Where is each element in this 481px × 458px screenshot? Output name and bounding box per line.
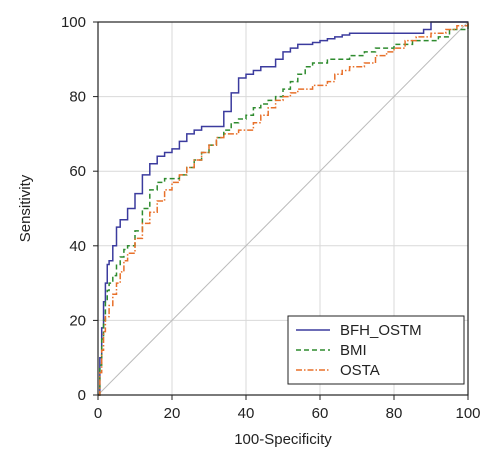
- y-tick-label: 40: [69, 238, 86, 255]
- grid: [98, 22, 468, 395]
- legend: BFH_OSTM BMI OSTA: [287, 315, 465, 385]
- y-tick-label: 80: [69, 89, 86, 106]
- x-tick-label: 20: [164, 405, 181, 422]
- x-tick-label: 40: [238, 405, 255, 422]
- x-axis-title: 100-Specificity: [234, 431, 332, 448]
- series-line-bfh-ostm: [98, 21, 468, 396]
- x-tick-label: 0: [94, 405, 102, 422]
- legend-label: BMI: [340, 342, 367, 359]
- legend-box: [287, 315, 465, 385]
- y-axis-ticks: 0 20 40 60 80 100: [61, 14, 98, 404]
- x-axis-ticks: 0 20 40 60 80 100: [94, 395, 481, 422]
- y-tick-label: 100: [61, 14, 86, 31]
- y-tick-label: 20: [69, 312, 86, 329]
- y-tick-label: 0: [78, 387, 86, 404]
- series-line-bmi: [98, 22, 469, 396]
- x-tick-label: 60: [312, 405, 329, 422]
- legend-items: BFH_OSTM BMI OSTA: [296, 322, 422, 379]
- reference-diagonal: [97, 21, 469, 396]
- series-group: [98, 21, 469, 396]
- y-tick-label: 60: [69, 163, 86, 180]
- x-tick-label: 80: [386, 405, 403, 422]
- legend-label: OSTA: [340, 362, 380, 379]
- x-tick-label: 100: [455, 405, 480, 422]
- series-line-osta: [98, 22, 469, 396]
- y-axis-title: Sensitivity: [17, 174, 34, 242]
- legend-label: BFH_OSTM: [340, 322, 422, 339]
- plot-frame: [97, 21, 469, 396]
